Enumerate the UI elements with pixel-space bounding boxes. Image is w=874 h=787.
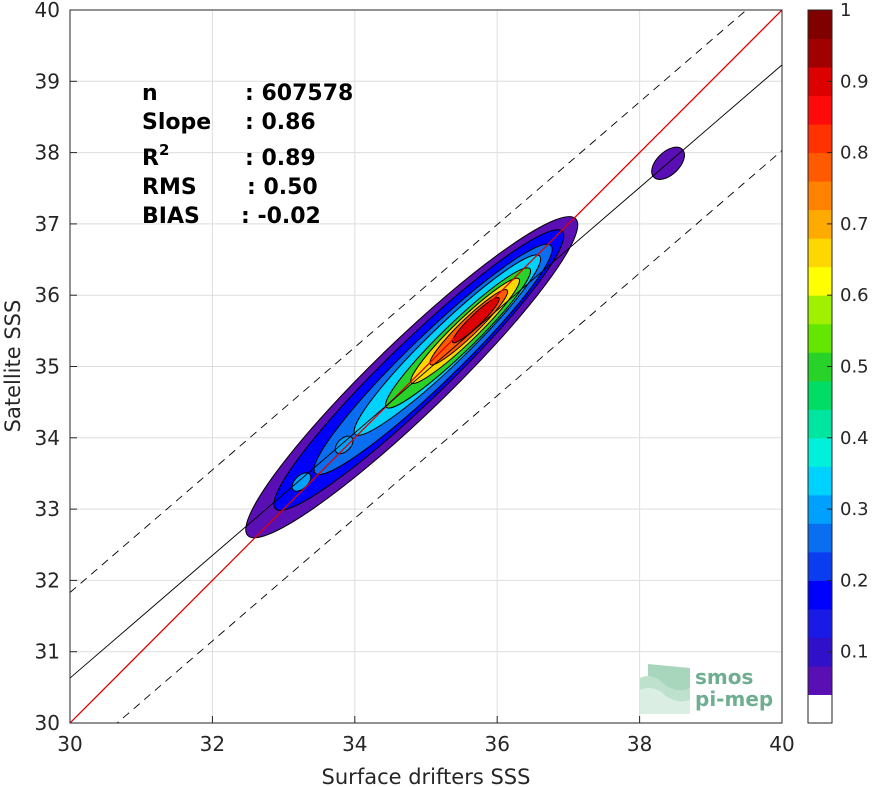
colorbar-tick-label: 0.4: [840, 428, 869, 449]
y-tick-label: 39: [35, 69, 60, 93]
colorbar-swatch: [808, 295, 832, 325]
colorbar-tick-label: 0.9: [840, 71, 869, 92]
colorbar-tick-label: 0.3: [840, 499, 869, 520]
y-axis-ticks: 30 31 32 33 34 35 36 37 38 39 40: [35, 0, 77, 735]
y-tick-label: 38: [35, 141, 60, 165]
colorbar-swatch: [808, 608, 832, 638]
colorbar-swatch: [808, 152, 832, 182]
logo-wave-icon: [640, 664, 690, 714]
colorbar-swatch: [808, 323, 832, 353]
y-axis-label: Satellite SSS: [1, 300, 25, 433]
colorbar-swatch: [808, 238, 832, 268]
smos-pi-mep-logo: smos pi-mep: [640, 664, 773, 714]
y-tick-label: 36: [35, 283, 60, 307]
y-tick-label: 34: [35, 426, 60, 450]
x-tick-label: 36: [484, 732, 509, 756]
colorbar-swatch: [808, 266, 832, 296]
x-axis-label: Surface drifters SSS: [322, 765, 531, 787]
density-contour-level-0_3: [334, 435, 354, 455]
y-tick-label: 33: [35, 497, 60, 521]
stat-value: : 0.89: [245, 146, 316, 171]
colorbar-swatch: [808, 551, 832, 581]
stat-label: R2: [142, 141, 169, 171]
lower-envelope-line: [116, 150, 782, 723]
colorbar-swatch: [808, 694, 832, 724]
colorbar-swatch: [808, 665, 832, 695]
y-tick-label: 30: [35, 711, 60, 735]
identity-line: [70, 10, 782, 723]
stat-value: : 0.50: [247, 175, 318, 200]
colorbar-tick-label: 0.7: [840, 214, 869, 235]
colorbar: 0.1 0.2 0.3 0.4 0.5 0.6 0.7 0.8 0.9 1: [807, 0, 869, 724]
colorbar-swatch: [808, 409, 832, 439]
stat-label: RMS: [142, 175, 197, 200]
x-axis-ticks: 30 32 34 36 38 40: [57, 716, 795, 756]
colorbar-swatch: [808, 380, 832, 410]
stat-label: n: [142, 81, 158, 106]
colorbar-swatch: [808, 181, 832, 211]
y-tick-label: 35: [35, 355, 60, 379]
y-tick-label: 37: [35, 212, 60, 236]
x-tick-label: 30: [57, 732, 82, 756]
reference-lines: [70, 10, 782, 723]
stat-label: Slope: [142, 110, 211, 135]
upper-envelope-line: [70, 10, 748, 593]
colorbar-swatch: [808, 124, 832, 154]
logo-text-smos: smos: [695, 665, 753, 689]
x-tick-label: 38: [627, 732, 652, 756]
colorbar-swatch: [808, 580, 832, 610]
density-contour-level-0_9: [451, 297, 500, 344]
stat-label: BIAS: [142, 204, 200, 229]
colorbar-swatch: [808, 523, 832, 553]
colorbar-swatch: [808, 466, 832, 496]
colorbar-tick-label: 0.8: [840, 143, 869, 164]
y-tick-label: 40: [35, 0, 60, 22]
y-tick-label: 31: [35, 640, 60, 664]
stat-value: : -0.02: [241, 204, 321, 229]
stat-value: : 607578: [245, 81, 353, 106]
regression-line: [70, 64, 782, 679]
colorbar-swatch: [808, 95, 832, 125]
colorbar-swatch: [808, 10, 832, 40]
colorbar-swatch: [808, 437, 832, 467]
colorbar-swatch: [808, 38, 832, 68]
grid-lines: [69, 9, 783, 724]
colorbar-tick-label: 0.2: [840, 570, 869, 591]
x-tick-label: 32: [200, 732, 225, 756]
colorbar-tick-label: 1: [840, 0, 851, 21]
y-tick-label: 32: [35, 568, 60, 592]
colorbar-tick-label: 0.5: [840, 357, 869, 378]
x-tick-label: 34: [342, 732, 367, 756]
statistics-box: n : 607578 Slope : 0.86 R2 : 0.89 RMS : 0.50 BIA…: [142, 81, 353, 229]
x-tick-label: 40: [769, 732, 794, 756]
logo-text-pi-mep: pi-mep: [695, 687, 773, 711]
colorbar-tick-label: 0.6: [840, 285, 869, 306]
colorbar-tick-label: 0.1: [840, 642, 869, 663]
stat-label-superscript: 2: [159, 141, 169, 159]
stat-value: : 0.86: [245, 110, 316, 135]
